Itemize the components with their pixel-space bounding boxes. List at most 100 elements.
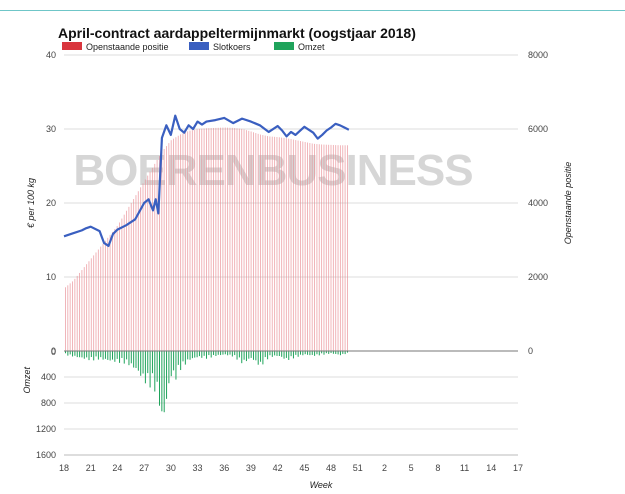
open-interest-bar	[332, 144, 334, 351]
omzet-bar	[210, 351, 212, 358]
x-tick-label: 39	[246, 463, 256, 473]
omzet-bar	[206, 351, 207, 359]
omzet-bar	[236, 351, 238, 360]
omzet-bar	[229, 351, 231, 355]
chart-axes: 0102030400200040006000800004008001200160…	[22, 50, 573, 490]
omzet-bar	[128, 351, 130, 366]
omzet-bar	[67, 351, 69, 356]
open-interest-bar	[201, 128, 203, 351]
x-tick-label: 21	[86, 463, 96, 473]
omzet-bar	[227, 351, 229, 356]
omzet-bar	[119, 351, 121, 363]
open-interest-bar	[276, 137, 278, 351]
omzet-bar	[198, 351, 200, 357]
slotkoers-line	[63, 114, 350, 248]
open-interest-bar	[119, 222, 120, 351]
omzet-bar	[245, 351, 247, 362]
y-left-tick-label: 30	[46, 124, 56, 134]
open-interest-bar	[231, 127, 233, 351]
y-left-tick-label: 40	[46, 50, 56, 60]
open-interest-bar	[302, 141, 304, 351]
open-interest-bar	[309, 143, 311, 351]
open-interest-bar	[189, 130, 191, 351]
omzet-bar	[290, 351, 292, 357]
open-interest-bar	[236, 128, 238, 351]
omzet-bar	[208, 351, 210, 356]
open-interest-bar	[248, 130, 250, 351]
y-right-tick-label: 8000	[528, 50, 548, 60]
open-interest-bar	[229, 127, 231, 352]
open-interest-bar	[163, 148, 165, 351]
open-interest-bar	[342, 145, 344, 351]
open-interest-bar	[194, 129, 196, 351]
open-interest-bar	[300, 141, 301, 351]
y-bottom-tick-label: 0	[51, 347, 56, 357]
x-tick-label: 48	[326, 463, 336, 473]
omzet-bar	[142, 351, 144, 374]
y-bottom-axis-label: Omzet	[22, 367, 32, 394]
open-interest-bar	[271, 136, 273, 351]
omzet-bar	[278, 351, 280, 356]
legend-swatch-1	[189, 42, 209, 50]
open-interest-bar	[255, 133, 257, 351]
omzet-bar	[314, 351, 316, 356]
open-interest-bar	[86, 264, 88, 351]
omzet-bar	[140, 351, 142, 376]
open-interest-bar	[257, 133, 259, 351]
open-interest-bar	[250, 131, 252, 351]
omzet-bar	[72, 351, 74, 357]
open-interest-bar	[144, 179, 146, 351]
omzet-bar	[309, 351, 311, 356]
x-tick-label: 24	[112, 463, 122, 473]
open-interest-bar	[74, 278, 76, 351]
open-interest-bar	[182, 133, 184, 351]
omzet-bar	[154, 351, 156, 392]
x-tick-label: 17	[513, 463, 523, 473]
omzet-bar	[295, 351, 297, 355]
open-interest-bar	[222, 127, 224, 351]
omzet-bar	[250, 351, 252, 358]
omzet-bar	[307, 351, 309, 355]
omzet-bar	[231, 351, 233, 357]
open-interest-bar	[76, 275, 78, 351]
open-interest-bar	[224, 127, 226, 351]
omzet-bar	[83, 351, 85, 359]
open-interest-bar	[278, 137, 280, 351]
omzet-bar	[281, 351, 283, 357]
open-interest-bar	[210, 128, 212, 351]
legend-swatch-0	[62, 42, 82, 50]
open-interest-bar	[285, 138, 287, 351]
omzet-bars	[65, 351, 348, 413]
omzet-bar	[126, 351, 128, 360]
omzet-bar	[184, 351, 186, 365]
watermark-text: BOERENBUSINESS	[73, 146, 472, 195]
omzet-bar	[149, 351, 151, 388]
omzet-bar	[74, 351, 76, 356]
omzet-bar	[260, 351, 262, 362]
y-bottom-tick-label: 400	[41, 372, 56, 382]
open-interest-bar	[128, 206, 130, 351]
open-interest-bar	[206, 128, 207, 351]
open-interest-bar	[173, 138, 174, 351]
omzet-bar	[81, 351, 83, 358]
open-interest-bar	[170, 140, 172, 351]
open-interest-bar	[198, 128, 200, 351]
omzet-bar	[264, 351, 266, 358]
open-interest-bar	[83, 267, 85, 351]
y-left-tick-label: 10	[46, 272, 56, 282]
x-tick-label: 27	[139, 463, 149, 473]
omzet-bar	[151, 351, 153, 374]
omzet-bar	[337, 351, 339, 355]
omzet-bar	[116, 351, 118, 359]
omzet-bar	[196, 351, 198, 358]
y-right-tick-label: 6000	[528, 124, 548, 134]
omzet-bar	[79, 351, 81, 358]
chart-title: April-contract aardappeltermijnmarkt (oo…	[58, 25, 416, 41]
omzet-bar	[339, 351, 341, 356]
slotkoers-line-group	[63, 114, 350, 248]
open-interest-bar	[337, 145, 339, 351]
open-interest-bar	[245, 130, 247, 351]
omzet-bar	[161, 351, 163, 412]
open-interest-bar	[328, 144, 330, 351]
open-interest-bar	[264, 135, 266, 351]
